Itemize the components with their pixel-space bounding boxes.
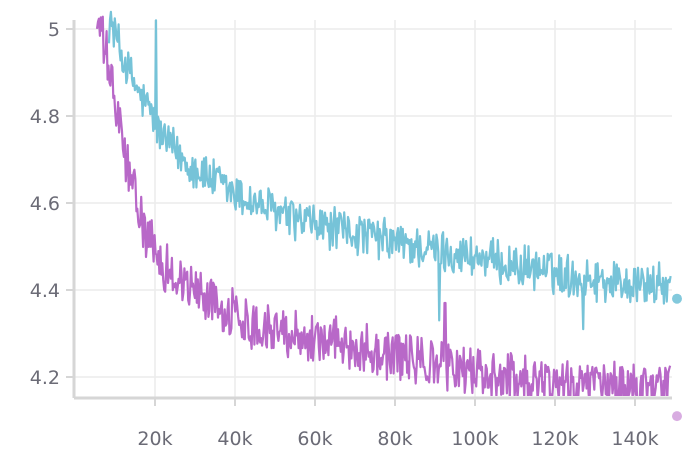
series-end-marker-1 (672, 293, 682, 304)
x-tick-label: 60k (297, 428, 332, 450)
grid-lines (74, 20, 672, 398)
x-tick-label: 20k (137, 428, 172, 450)
series-line-1 (107, 10, 672, 331)
tick-labels: 4.2 4.4 4.6 4.8 5 20k 40k 60k 80k 100k 120k 140k (30, 19, 659, 450)
x-tick-label: 120k (531, 428, 578, 450)
x-tick-label: 100k (451, 428, 498, 450)
x-tick-label: 80k (377, 428, 412, 450)
x-tick-label: 140k (611, 428, 658, 450)
y-tick-label: 4.2 (30, 367, 60, 389)
series-end-marker-2 (672, 411, 682, 422)
axes (66, 20, 672, 406)
y-tick-label: 5 (48, 19, 60, 41)
x-tick-label: 40k (217, 428, 252, 450)
series-lines (95, 10, 682, 422)
series-line-2 (95, 15, 672, 396)
y-tick-label: 4.4 (30, 280, 60, 302)
y-tick-label: 4.6 (30, 193, 60, 215)
y-tick-label: 4.8 (30, 106, 60, 128)
